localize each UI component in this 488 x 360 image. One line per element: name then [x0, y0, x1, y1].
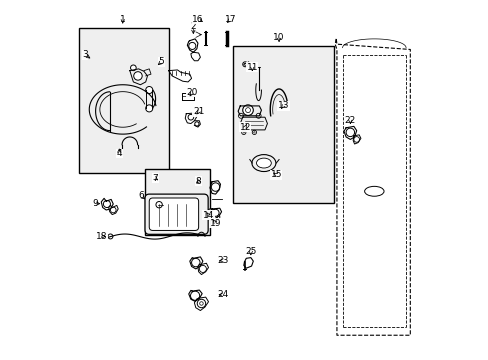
- Ellipse shape: [256, 158, 271, 168]
- Text: 1: 1: [120, 15, 125, 24]
- Circle shape: [197, 299, 205, 308]
- Text: 10: 10: [273, 33, 284, 42]
- Circle shape: [133, 72, 142, 80]
- Circle shape: [108, 234, 113, 239]
- Circle shape: [244, 63, 246, 66]
- Circle shape: [346, 128, 354, 136]
- Text: 17: 17: [224, 15, 236, 24]
- Circle shape: [238, 113, 243, 118]
- Circle shape: [110, 207, 116, 213]
- Ellipse shape: [251, 154, 275, 171]
- Circle shape: [242, 62, 247, 67]
- Text: 11: 11: [246, 63, 258, 72]
- Text: 19: 19: [209, 219, 221, 228]
- Text: 23: 23: [217, 256, 228, 265]
- Text: 6: 6: [138, 192, 143, 201]
- Circle shape: [156, 202, 162, 208]
- Circle shape: [243, 132, 244, 133]
- Circle shape: [252, 130, 256, 135]
- FancyBboxPatch shape: [145, 194, 208, 234]
- Circle shape: [208, 212, 213, 217]
- Text: 9: 9: [93, 199, 98, 208]
- Bar: [79, 28, 168, 173]
- Text: 21: 21: [193, 107, 204, 116]
- Circle shape: [191, 258, 200, 267]
- Circle shape: [245, 108, 250, 113]
- Circle shape: [199, 302, 203, 305]
- Circle shape: [241, 130, 245, 135]
- Circle shape: [256, 113, 261, 118]
- Text: 12: 12: [239, 123, 250, 132]
- Circle shape: [353, 136, 359, 142]
- Ellipse shape: [364, 186, 383, 196]
- Circle shape: [211, 213, 219, 221]
- Text: 25: 25: [244, 247, 256, 256]
- Circle shape: [130, 65, 136, 71]
- Text: 20: 20: [186, 88, 198, 97]
- Circle shape: [212, 209, 219, 216]
- Circle shape: [103, 201, 110, 207]
- Circle shape: [213, 215, 217, 219]
- Text: 8: 8: [195, 176, 201, 185]
- Text: 3: 3: [82, 50, 88, 59]
- Text: 18: 18: [96, 232, 107, 241]
- Text: 14: 14: [203, 211, 214, 220]
- Text: 24: 24: [217, 290, 228, 299]
- Text: 2: 2: [190, 22, 196, 31]
- Circle shape: [188, 114, 193, 120]
- Text: 4: 4: [116, 149, 122, 158]
- FancyBboxPatch shape: [149, 198, 198, 230]
- Bar: [145, 170, 210, 235]
- Text: 16: 16: [192, 15, 203, 24]
- Bar: [233, 46, 334, 203]
- Circle shape: [145, 86, 152, 94]
- Circle shape: [145, 105, 152, 112]
- Text: 7: 7: [152, 174, 158, 183]
- Text: 5: 5: [159, 57, 164, 66]
- Text: 22: 22: [344, 116, 355, 125]
- Text: 15: 15: [270, 170, 282, 179]
- Circle shape: [205, 209, 216, 220]
- Circle shape: [253, 132, 255, 133]
- Circle shape: [188, 42, 195, 49]
- Circle shape: [242, 105, 253, 116]
- Circle shape: [190, 291, 199, 300]
- Text: 13: 13: [277, 102, 288, 111]
- Circle shape: [199, 265, 206, 273]
- Circle shape: [194, 122, 199, 126]
- Circle shape: [211, 183, 219, 191]
